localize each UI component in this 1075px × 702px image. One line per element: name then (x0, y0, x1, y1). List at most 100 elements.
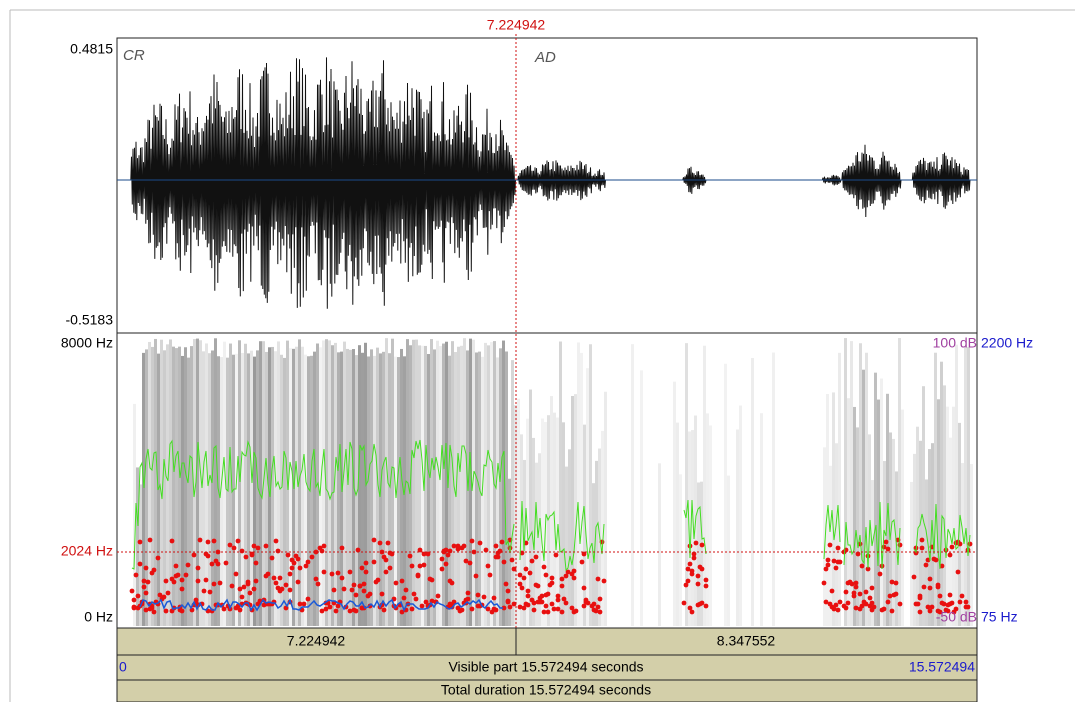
formant-point (314, 577, 319, 582)
formant-point (144, 608, 149, 613)
formant-point (894, 581, 899, 586)
spectrogram-band (910, 482, 913, 626)
formant-point (540, 600, 545, 605)
formant-point (948, 593, 953, 598)
formant-point (372, 538, 377, 543)
amp-max: 0.4815 (70, 41, 113, 57)
formant-point (144, 566, 149, 571)
formant-point (506, 589, 511, 594)
spectrogram-band (448, 356, 451, 626)
spectrogram-band (145, 349, 148, 626)
formant-point (332, 588, 337, 593)
formant-point (254, 561, 259, 566)
formant-point (206, 540, 211, 545)
spectrogram-band (586, 368, 589, 626)
formant-point (348, 570, 353, 575)
segment-duration[interactable]: 8.347552 (717, 633, 776, 649)
formant-point (206, 554, 211, 559)
formant-point (488, 573, 493, 578)
pitch-max: 2200 Hz (981, 335, 1033, 351)
spectrogram-band (580, 353, 583, 626)
formant-point (232, 546, 237, 551)
formant-point (574, 609, 579, 614)
formant-point (136, 594, 141, 599)
formant-point (528, 571, 533, 576)
formant-point (402, 596, 407, 601)
formant-point (602, 579, 607, 584)
formant-point (306, 597, 311, 602)
spectrogram-band (226, 358, 229, 626)
total-label[interactable]: Total duration 15.572494 seconds (441, 682, 651, 698)
formant-point (894, 592, 899, 597)
formant-point (352, 583, 357, 588)
spectrogram-band (901, 410, 904, 626)
spectrogram-band (202, 351, 205, 626)
spectrogram-band (166, 344, 169, 626)
formant-point (420, 604, 425, 609)
formant-point (832, 559, 837, 564)
formant-point (884, 540, 889, 545)
spectrogram-band (184, 347, 187, 626)
spectrogram-band (271, 347, 274, 626)
formant-point (384, 558, 389, 563)
formant-point (704, 604, 709, 609)
formant-point (692, 556, 697, 561)
spectrogram-band (631, 344, 634, 626)
spectrogram-band (367, 356, 370, 626)
formant-point (596, 605, 601, 610)
formant-point (878, 572, 883, 577)
formant-point (560, 584, 565, 589)
formant-point (184, 573, 189, 578)
formant-point (858, 592, 863, 597)
formant-point (540, 594, 545, 599)
formant-point (546, 610, 551, 615)
formant-point (860, 564, 865, 569)
tier-label: CR (123, 47, 145, 64)
spectrogram-band (373, 356, 376, 626)
formant-point (130, 589, 135, 594)
formant-point (526, 589, 531, 594)
spectrogram-band (181, 356, 184, 626)
formant-point (224, 561, 229, 566)
spectrogram-band (301, 347, 304, 626)
formant-point (164, 579, 169, 584)
spectrogram-band (928, 449, 931, 626)
spectrogram-band (349, 350, 352, 626)
formant-point (302, 602, 307, 607)
formant-point (930, 605, 935, 610)
spectrogram-band (436, 341, 439, 626)
spectrogram-band (751, 358, 754, 626)
formant-point (526, 603, 531, 608)
visible-label[interactable]: Visible part 15.572494 seconds (448, 659, 643, 675)
spectrogram-band (571, 396, 574, 626)
spectrogram-band (430, 339, 433, 626)
formant-point (270, 556, 275, 561)
formant-point (368, 592, 373, 597)
spectrogram-band (562, 422, 565, 626)
formant-point (310, 555, 315, 560)
formant-point (192, 553, 197, 558)
formant-point (828, 543, 833, 548)
formant-point (274, 581, 279, 586)
formant-point (524, 567, 529, 572)
spectrogram-band (499, 348, 502, 626)
formant-point (534, 555, 539, 560)
formant-point (298, 566, 303, 571)
formant-point (354, 593, 359, 598)
formant-point (316, 582, 321, 587)
formant-point (956, 570, 961, 575)
formant-point (950, 601, 955, 606)
formant-point (436, 594, 441, 599)
segment-duration[interactable]: 7.224942 (287, 633, 346, 649)
formant-point (852, 591, 857, 596)
spectrogram-band (235, 354, 238, 626)
spectrogram-band (943, 385, 946, 626)
intensity-min: -50 dB (936, 609, 977, 625)
spectrogram-band (838, 353, 841, 626)
spectrogram-band (937, 399, 940, 626)
formant-point (334, 609, 339, 614)
formant-point (138, 540, 143, 545)
visible-end: 15.572494 (909, 659, 975, 675)
spectrogram-band (187, 358, 190, 626)
formant-point (922, 585, 927, 590)
